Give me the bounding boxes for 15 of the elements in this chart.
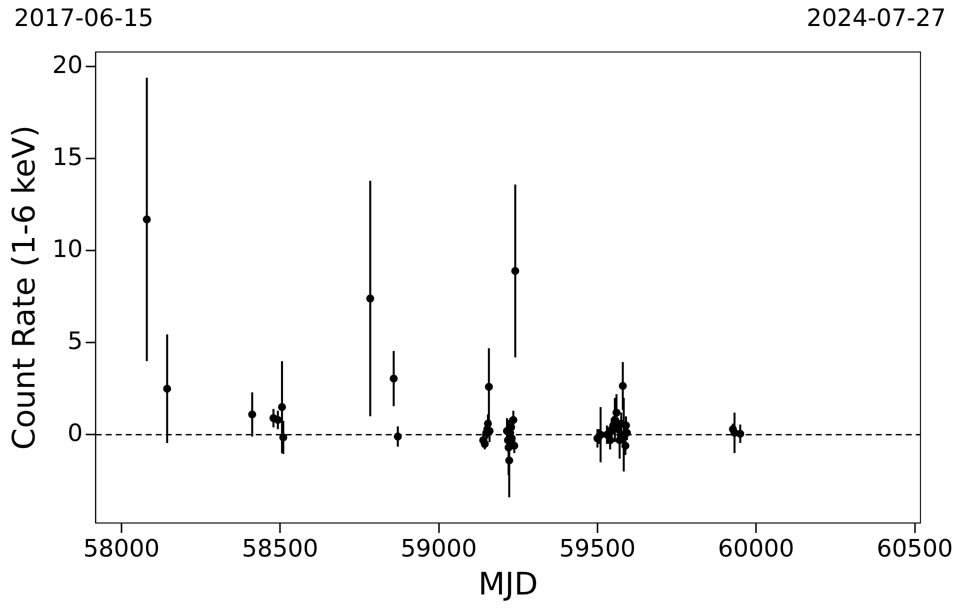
y-tick-label: 0 [67,418,83,447]
y-tick-label: 10 [52,234,83,263]
x-tick-label: 58500 [242,534,318,563]
y-tick-label: 5 [67,326,83,355]
x-tick-label: 60000 [718,534,794,563]
x-tick-label: 59500 [559,534,636,563]
y-tick-label: 15 [52,142,83,171]
y-tick-label: 20 [52,50,83,79]
x-axis-title: MJD [478,566,538,602]
y-axis-title: Count Rate (1-6 keV) [6,125,43,450]
x-tick-label: 59000 [400,534,477,563]
text: 2024-07-27 [806,4,946,32]
text: 2017-06-15 [14,4,154,32]
x-tick-label: 60500 [876,534,953,563]
x-tick-label: 58000 [83,534,160,563]
